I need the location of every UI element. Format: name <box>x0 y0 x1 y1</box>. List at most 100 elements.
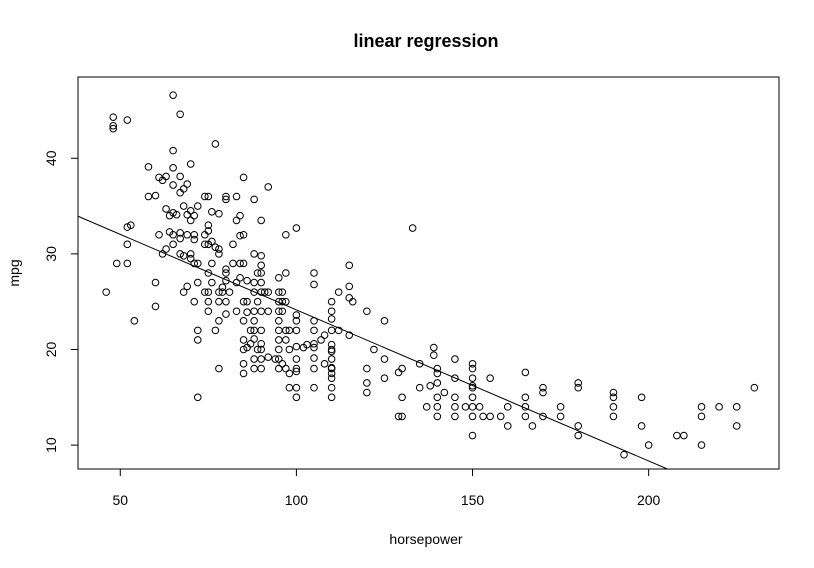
data-point <box>320 360 329 368</box>
data-point <box>274 307 283 316</box>
data-point <box>697 412 706 421</box>
data-point <box>292 393 301 402</box>
data-point <box>236 273 244 282</box>
data-point <box>151 302 160 311</box>
data-point <box>539 388 547 397</box>
data-point <box>327 383 336 392</box>
data-point <box>201 240 209 249</box>
data-point <box>637 393 646 402</box>
data-point <box>528 422 537 430</box>
data-point <box>394 412 403 421</box>
data-point <box>574 379 583 387</box>
data-point <box>215 364 223 373</box>
x-tick-label: 50 <box>112 492 128 508</box>
data-point <box>521 412 530 421</box>
data-point <box>257 278 265 287</box>
data-point <box>222 265 230 273</box>
y-axis: 10 20 30 40 <box>43 150 78 453</box>
data-point <box>179 251 188 260</box>
data-point <box>468 383 477 392</box>
data-point <box>398 364 406 373</box>
data-point <box>274 355 283 363</box>
data-point <box>292 383 301 392</box>
data-point <box>204 269 213 277</box>
data-point <box>310 326 318 335</box>
data-point <box>186 250 195 258</box>
data-point <box>574 383 583 392</box>
data-point <box>123 259 132 268</box>
data-point <box>282 326 290 335</box>
data-point <box>503 403 512 411</box>
data-point <box>620 450 628 459</box>
data-point <box>232 192 241 201</box>
data-point <box>123 240 132 249</box>
data-point <box>179 202 188 210</box>
data-point <box>257 345 265 354</box>
data-point <box>204 297 213 306</box>
data-point <box>292 367 301 376</box>
data-point <box>292 326 301 335</box>
data-point <box>451 393 459 402</box>
data-point <box>292 355 301 363</box>
data-point <box>440 388 449 397</box>
data-point <box>327 315 336 323</box>
y-tick-label: 30 <box>43 246 59 262</box>
data-point <box>218 283 227 292</box>
data-point <box>370 345 378 354</box>
data-point <box>229 240 237 249</box>
data-point <box>204 192 213 201</box>
data-point <box>310 269 318 277</box>
data-point <box>130 317 139 325</box>
data-point <box>109 121 118 130</box>
data-point <box>243 276 251 285</box>
data-point <box>274 273 283 282</box>
data-point <box>429 351 438 360</box>
data-point <box>186 216 195 225</box>
data-point <box>486 412 494 421</box>
data-point <box>239 360 248 368</box>
data-point <box>750 383 759 392</box>
x-tick-label: 100 <box>285 492 309 508</box>
data-point <box>239 230 248 239</box>
data-point <box>697 441 706 449</box>
data-point <box>208 208 216 216</box>
data-point <box>243 308 251 317</box>
data-point <box>574 422 583 430</box>
data-point <box>680 431 688 440</box>
data-point <box>475 403 484 411</box>
data-point <box>292 317 301 325</box>
data-point <box>264 183 273 191</box>
data-point <box>451 403 459 411</box>
data-point <box>246 339 255 348</box>
data-point <box>236 211 244 220</box>
data-point <box>496 412 505 421</box>
data-point <box>102 288 110 296</box>
data-point <box>433 379 442 387</box>
data-point <box>204 221 213 229</box>
data-point <box>264 353 273 361</box>
data-point <box>539 383 547 392</box>
data-point <box>222 195 230 204</box>
data-point <box>327 307 336 316</box>
data-point <box>278 297 287 306</box>
x-tick-label: 200 <box>637 492 661 508</box>
data-point <box>215 250 223 258</box>
data-point <box>186 254 195 263</box>
data-point <box>193 202 202 210</box>
data-point <box>239 297 248 306</box>
data-point <box>250 335 258 343</box>
data-point <box>239 369 248 378</box>
data-point <box>169 181 177 189</box>
chart-title: linear regression <box>353 31 498 51</box>
data-point <box>327 347 336 356</box>
data-point <box>451 374 459 382</box>
data-point <box>637 422 646 430</box>
data-points <box>102 91 759 459</box>
data-point <box>278 288 287 296</box>
x-tick-label: 150 <box>461 492 485 508</box>
data-point <box>433 403 442 411</box>
data-point <box>190 230 199 239</box>
data-point <box>521 368 530 377</box>
data-point <box>274 288 283 296</box>
data-point <box>250 195 258 204</box>
